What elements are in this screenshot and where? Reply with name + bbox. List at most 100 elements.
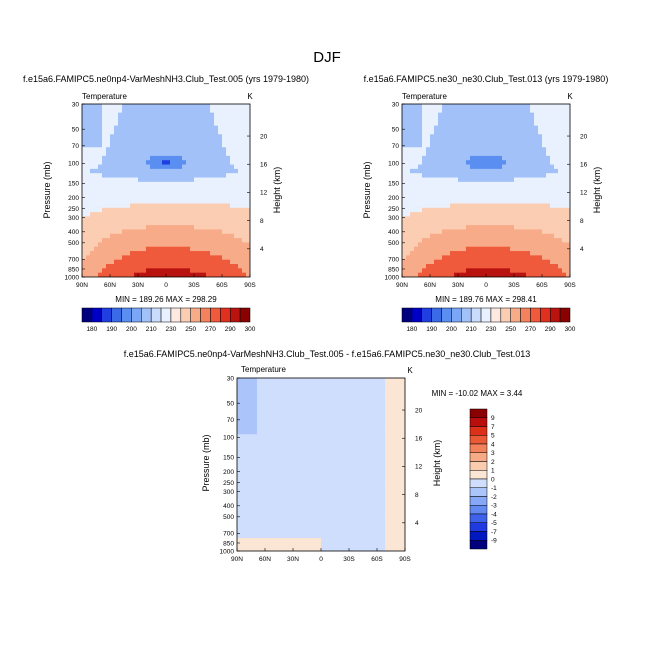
field-cell: [110, 264, 115, 269]
field-cell: [365, 490, 370, 496]
field-cell: [146, 155, 151, 161]
field-cell: [154, 104, 159, 109]
field-cell: [554, 229, 559, 235]
field-cell: [277, 477, 282, 483]
field-cell: [446, 251, 451, 256]
field-cell: [341, 477, 346, 483]
field-cell: [126, 246, 131, 252]
field-cell: [486, 246, 491, 252]
field-cell: [369, 451, 374, 457]
field-cell: [526, 229, 531, 235]
field-cell: [321, 442, 326, 448]
field-cell: [397, 390, 402, 396]
field-cell: [170, 212, 175, 217]
field-cell: [446, 229, 451, 235]
field-cell: [361, 438, 366, 444]
field-cell: [442, 238, 447, 243]
field-cell: [345, 494, 350, 500]
field-cell: [538, 207, 543, 213]
field-cell: [154, 134, 159, 140]
field-cell: [406, 125, 411, 131]
field-cell: [313, 481, 318, 487]
field-cell: [381, 425, 386, 431]
field-cell: [154, 186, 159, 191]
field-cell: [474, 186, 479, 191]
y2-tick-label: 8: [580, 218, 584, 225]
field-cell: [534, 108, 539, 114]
field-cell: [333, 442, 338, 448]
field-cell: [190, 190, 195, 196]
field-cell: [442, 160, 447, 165]
field-cell: [550, 255, 555, 261]
field-cell: [470, 142, 475, 148]
field-cell: [542, 151, 547, 157]
field-cell: [381, 516, 386, 522]
field-cell: [110, 168, 115, 174]
field-cell: [242, 251, 247, 256]
field-cell: [202, 112, 207, 118]
field-cell: [273, 416, 278, 422]
field-cell: [210, 155, 215, 161]
field-cell: [82, 168, 87, 174]
field-cell: [174, 147, 179, 152]
field-cell: [337, 412, 342, 418]
field-cell: [381, 473, 386, 478]
field-cell: [230, 121, 235, 127]
field-cell: [401, 477, 405, 483]
field-cell: [174, 229, 179, 235]
field-cell: [341, 451, 346, 457]
field-cell: [265, 473, 270, 478]
field-cell: [494, 186, 499, 191]
field-cell: [230, 216, 235, 222]
field-cell: [365, 403, 370, 409]
field-cell: [86, 181, 91, 187]
field-cell: [498, 242, 503, 248]
field-cell: [94, 116, 99, 122]
field-cell: [289, 378, 294, 383]
field-cell: [106, 238, 111, 243]
field-cell: [194, 194, 199, 200]
field-cell: [393, 442, 398, 448]
field-cell: [373, 486, 378, 491]
field-cell: [246, 199, 250, 204]
colorbar-temperature-b: 180 190 200 210 230 250 270 290 300: [401, 307, 576, 333]
field-cell: [337, 486, 342, 491]
field-cell: [333, 451, 338, 457]
field-cell: [490, 164, 495, 170]
field-cell: [357, 408, 362, 413]
field-cell: [245, 455, 250, 461]
field-cell: [150, 181, 155, 187]
field-cell: [142, 212, 147, 217]
field-cell: [406, 151, 411, 157]
field-cell: [90, 177, 95, 183]
field-cell: [381, 399, 386, 405]
field-cell: [301, 490, 306, 496]
field-cell: [450, 229, 455, 235]
field-cell: [297, 468, 302, 474]
field-cell: [494, 216, 499, 222]
field-cell: [206, 147, 211, 152]
field-cell: [297, 412, 302, 418]
field-cell: [510, 268, 515, 274]
field-cell: [134, 125, 139, 131]
field-cell: [410, 108, 415, 114]
colorbar-swatch: [480, 307, 492, 323]
field-cell: [222, 225, 227, 230]
field-cell: [502, 181, 507, 187]
field-cell: [337, 473, 342, 478]
field-cell: [442, 151, 447, 157]
field-cell: [438, 108, 443, 114]
field-cell: [114, 203, 119, 209]
field-cell: [562, 272, 567, 277]
colorbar-swatch: [170, 307, 182, 323]
field-cell: [313, 447, 318, 452]
field-cell: [178, 272, 183, 277]
field-cell: [466, 216, 471, 222]
field-cell: [418, 129, 423, 135]
field-cell: [138, 155, 143, 161]
field-cell: [542, 108, 547, 114]
field-cell: [210, 134, 215, 140]
field-cell: [454, 138, 459, 144]
field-cell: [170, 151, 175, 157]
field-cell: [82, 259, 87, 265]
